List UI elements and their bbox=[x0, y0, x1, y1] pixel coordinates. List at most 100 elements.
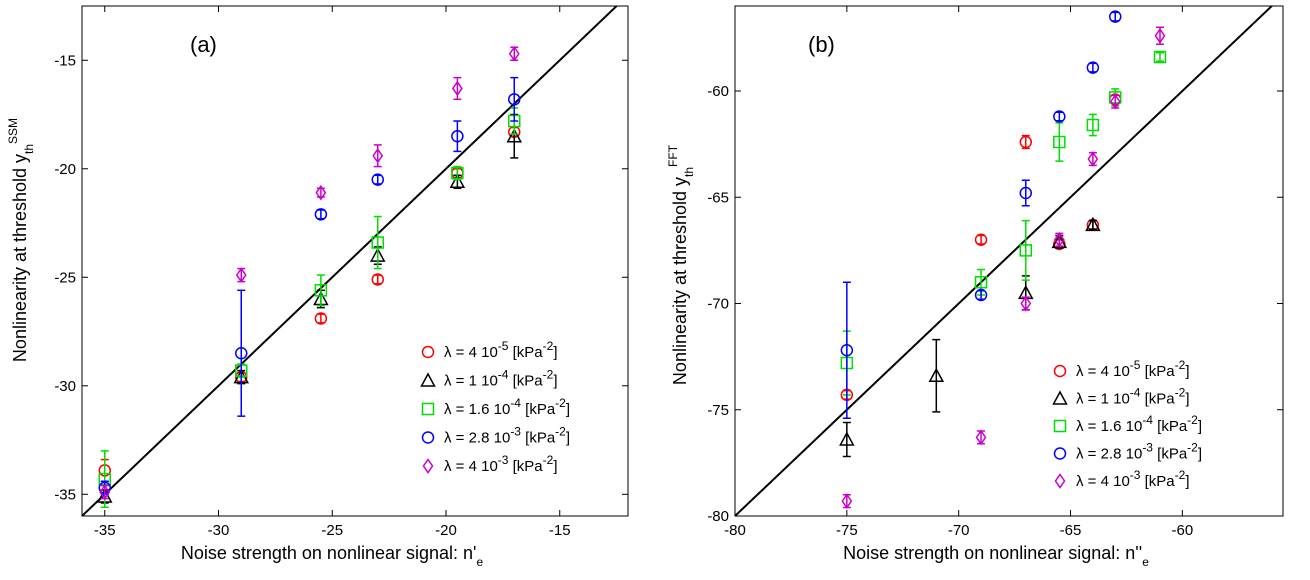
y-tick-label: -60 bbox=[707, 83, 729, 100]
legend-label: λ = 2.8 10-3 [kPa-2] bbox=[444, 425, 570, 447]
legend-marker bbox=[421, 431, 435, 444]
data-point bbox=[928, 367, 945, 382]
y-tick-label: -75 bbox=[707, 402, 729, 419]
x-tick-label: -70 bbox=[948, 522, 970, 539]
data-point bbox=[1087, 151, 1099, 167]
data-point bbox=[451, 129, 464, 143]
data-point bbox=[314, 208, 328, 221]
data-point bbox=[1153, 50, 1167, 64]
data-point bbox=[235, 346, 248, 360]
data-point bbox=[451, 80, 463, 97]
x-axis-label: Noise strength on nonlinear signal: n'e bbox=[181, 543, 484, 569]
panel-label: (b) bbox=[808, 32, 835, 57]
data-point bbox=[974, 276, 988, 289]
x-tick-label: -15 bbox=[549, 522, 571, 539]
y-tick-label: -20 bbox=[54, 161, 76, 178]
series-4 bbox=[98, 76, 521, 496]
legend-marker bbox=[422, 458, 434, 474]
legend-label: λ = 4 10-5 [kPa-2] bbox=[1076, 358, 1190, 380]
panel-label: (a) bbox=[190, 32, 217, 57]
data-point bbox=[508, 93, 521, 106]
legend-marker bbox=[1052, 390, 1068, 405]
panel-b-chart: -80 -75 -70 -65 -60 -80 -75 -70 -65 -60 (b) λ = 4 1… bbox=[666, 5, 1284, 569]
y-tick-label: -15 bbox=[54, 52, 76, 69]
x-tick-label: -65 bbox=[1060, 522, 1082, 539]
legend-label: λ = 1 10-4 [kPa-2] bbox=[444, 368, 558, 390]
data-point bbox=[1109, 93, 1121, 110]
data-point bbox=[371, 236, 384, 249]
legend-marker bbox=[420, 372, 436, 387]
y-tick-label: -30 bbox=[54, 378, 76, 395]
data-point bbox=[974, 288, 988, 302]
x-tick-label: -80 bbox=[724, 522, 746, 539]
axes-frame bbox=[734, 5, 1284, 517]
plot-area bbox=[735, 6, 1274, 516]
data-point bbox=[1108, 10, 1122, 23]
legend-marker bbox=[1053, 419, 1067, 433]
data-point bbox=[1019, 135, 1033, 149]
data-point bbox=[1154, 27, 1166, 44]
legend-label: λ = 1.6 10-4 [kPa-2] bbox=[444, 396, 570, 418]
x-tick-label: -35 bbox=[94, 522, 116, 539]
data-point bbox=[1019, 186, 1033, 200]
legend: λ = 4 10-5 [kPa-2] λ = 1 10-4 [kPa-2] λ = … bbox=[420, 339, 570, 475]
data-point bbox=[314, 312, 328, 325]
data-point bbox=[974, 233, 988, 246]
data-point bbox=[451, 166, 464, 180]
reference-line bbox=[735, 6, 1274, 516]
y-tick-label: -65 bbox=[707, 189, 729, 206]
legend-label: λ = 4 10-3 [kPa-2] bbox=[1076, 468, 1190, 490]
y-axis-label: Nonlinearity at threshold ythSSM bbox=[6, 118, 36, 362]
legend-label: λ = 1 10-4 [kPa-2] bbox=[1076, 386, 1190, 408]
legend-label: λ = 4 10-3 [kPa-2] bbox=[444, 453, 558, 475]
data-point bbox=[975, 429, 987, 446]
series-4 bbox=[840, 10, 1122, 419]
data-point bbox=[314, 284, 328, 297]
y-tick-label: -80 bbox=[707, 508, 729, 525]
legend-marker bbox=[1054, 473, 1066, 489]
data-point bbox=[371, 173, 384, 186]
data-point bbox=[1020, 295, 1032, 312]
series-5 bbox=[99, 45, 520, 500]
x-tick-label: -75 bbox=[836, 522, 858, 539]
data-point bbox=[839, 431, 855, 446]
data-point bbox=[371, 273, 384, 286]
y-tick-label: -25 bbox=[54, 269, 76, 286]
data-point bbox=[1053, 231, 1065, 248]
data-point bbox=[372, 147, 384, 164]
data-point bbox=[1053, 135, 1066, 149]
x-tick-label: -25 bbox=[321, 522, 343, 539]
x-tick-label: -30 bbox=[208, 522, 230, 539]
legend-marker bbox=[421, 345, 435, 359]
y-axis-label: Nonlinearity at threshold ythFFT bbox=[666, 144, 696, 385]
legend-label: λ = 1.6 10-4 [kPa-2] bbox=[1076, 413, 1202, 435]
legend-label: λ = 4 10-5 [kPa-2] bbox=[444, 339, 558, 361]
y-tick-label: -35 bbox=[54, 486, 76, 503]
data-point bbox=[99, 484, 111, 500]
x-tick-label: -20 bbox=[435, 522, 457, 539]
data-point bbox=[841, 493, 853, 509]
series-5 bbox=[841, 26, 1166, 509]
data-point bbox=[1086, 118, 1100, 132]
reference-line bbox=[82, 6, 619, 516]
data-point bbox=[449, 173, 466, 189]
legend-label: λ = 2.8 10-3 [kPa-2] bbox=[1076, 441, 1202, 463]
data-point bbox=[1019, 244, 1033, 257]
legend: λ = 4 10-5 [kPa-2] λ = 1 10-4 [kPa-2] λ = … bbox=[1052, 358, 1202, 490]
data-point bbox=[1085, 216, 1101, 232]
axes-frame bbox=[81, 5, 629, 517]
plot-area bbox=[82, 6, 619, 516]
y-tick-label: -70 bbox=[707, 296, 729, 313]
data-point bbox=[840, 344, 854, 357]
data-point bbox=[506, 128, 523, 143]
x-axis-label: Noise strength on nonlinear signal: n''e bbox=[843, 543, 1149, 569]
x-tick-label: -60 bbox=[1172, 522, 1194, 539]
data-point bbox=[1086, 61, 1100, 74]
panel-a-chart: -35 -30 -25 -20 -15 -35 -30 -25 -20 -15 (a) λ = 4 1… bbox=[6, 5, 629, 569]
legend-marker bbox=[1053, 364, 1067, 378]
data-point bbox=[508, 45, 520, 62]
data-point bbox=[1053, 110, 1066, 123]
data-point bbox=[315, 184, 327, 201]
legend-marker bbox=[421, 402, 435, 416]
